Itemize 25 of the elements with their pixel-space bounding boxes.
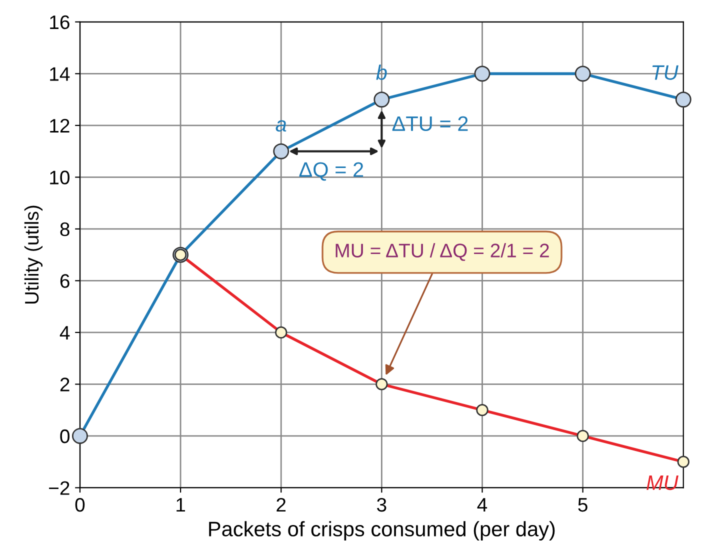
y-tick-label: 0	[60, 429, 70, 444]
x-tick-label: 5	[578, 498, 588, 512]
y-tick-label: 12	[50, 118, 70, 132]
y-tick-label: 6	[60, 274, 70, 288]
y-axis-title: Utility (utils)	[24, 206, 43, 304]
x-tick-label: 3	[377, 498, 386, 512]
annotation: ΔQ = 2	[299, 162, 364, 181]
x-axis-title: Packets of crisps consumed (per day)	[209, 521, 555, 541]
y-tick-label: 10	[50, 170, 70, 184]
y-tick-label: 14	[50, 67, 70, 81]
x-tick-label: 4	[477, 498, 488, 512]
y-tick-label: −2	[49, 481, 70, 495]
annotation: a	[276, 120, 286, 132]
x-tick-label: 0	[75, 498, 85, 512]
series-label: MU	[646, 476, 678, 490]
y-tick-label: 16	[50, 15, 70, 30]
annotation: b	[376, 64, 387, 80]
annotation: MU = ΔTU / ΔQ = 2/1 = 2	[336, 243, 549, 261]
y-tick-label: 8	[60, 222, 70, 236]
y-tick-label: 4	[60, 326, 70, 340]
annotation: ΔTU = 2	[392, 116, 468, 132]
series-label: TU	[652, 65, 678, 80]
y-tick-label: 2	[60, 378, 70, 392]
x-tick-label: 2	[276, 498, 286, 512]
x-tick-label: 1	[176, 498, 185, 512]
